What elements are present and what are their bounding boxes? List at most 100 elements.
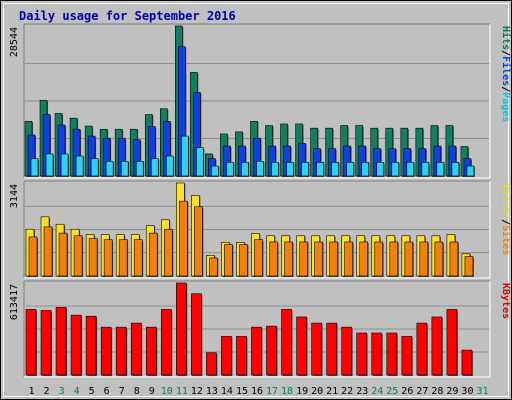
bar-visits-sites-day10	[163, 228, 174, 277]
bar-kbytes-kbytes-day20-body	[311, 322, 322, 376]
x-tick-label: 22	[341, 386, 353, 397]
bar-hits-pages-day4-body	[75, 155, 84, 177]
x-tick-label: 8	[134, 386, 140, 397]
bar-visits-sites-day22-body	[344, 241, 353, 277]
bar-hits-pages-day27	[421, 162, 430, 177]
x-tick-label: 13	[206, 386, 218, 397]
bar-hits-pages-day10-body	[165, 155, 174, 177]
bar-kbytes-kbytes-day9-body	[145, 326, 157, 376]
bar-hits-pages-day13	[211, 165, 220, 177]
panel-visits: 3144 Visits/Sites	[9, 180, 512, 279]
bar-visits-sites-day3-body	[58, 232, 68, 277]
bar-visits-sites-day7	[118, 239, 129, 277]
bar-hits-pages-day19	[301, 162, 310, 177]
bar-hits-pages-day3	[60, 153, 70, 177]
bar-kbytes-kbytes-day24-body	[371, 332, 383, 376]
bar-kbytes-kbytes-day3-body	[55, 307, 67, 376]
bar-visits-sites-day13-body	[209, 257, 218, 277]
bar-visits-sites-day17	[269, 241, 279, 277]
bar-kbytes-kbytes-day19-body	[296, 316, 307, 376]
bar-hits-pages-day12-body	[196, 147, 204, 177]
bar-visits-sites-day15-body	[239, 244, 248, 277]
bar-hits-pages-day21	[331, 162, 340, 177]
bar-kbytes-kbytes-day17-body	[266, 325, 277, 376]
bar-visits-sites-day4-body	[73, 235, 83, 277]
bar-visits-sites-day2-body	[43, 226, 53, 277]
bar-visits-sites-day8	[133, 239, 144, 277]
panel-kbytes-legend: KBytes	[500, 283, 511, 319]
bar-visits-sites-day14-body	[224, 244, 233, 277]
bar-visits-sites-day19-body	[299, 241, 308, 277]
bar-kbytes-kbytes-day21-body	[326, 322, 337, 376]
bar-hits-pages-day3-body	[60, 153, 69, 177]
panel-hits-legend: Hits/Files/Pages	[500, 26, 512, 122]
bar-hits-pages-day1-body	[30, 158, 39, 177]
bar-hits-pages-day23	[361, 162, 370, 177]
bar-hits-pages-day10	[165, 155, 175, 177]
bar-hits-pages-day2	[45, 153, 55, 177]
bar-visits-sites-day11-body	[179, 200, 188, 277]
bar-hits-pages-day17-body	[271, 162, 279, 177]
bar-hits-pages-day1	[30, 158, 39, 177]
bar-visits-sites-day16	[254, 239, 264, 277]
bar-hits-pages-day9-body	[150, 158, 159, 177]
bar-visits-sites-day29	[449, 241, 459, 277]
bar-visits-sites-day17-body	[269, 241, 278, 277]
bar-kbytes-kbytes-day25	[386, 332, 398, 376]
bar-kbytes-kbytes-day14	[221, 336, 233, 376]
panel-kbytes: 613417 KBytes	[9, 280, 511, 378]
x-tick-label: 29	[446, 386, 458, 397]
bar-hits-pages-day9	[150, 158, 160, 177]
bar-kbytes-kbytes-day28-body	[431, 316, 443, 376]
legend-entry: Visits	[500, 183, 512, 219]
bar-kbytes-kbytes-day26-body	[401, 336, 413, 376]
bar-visits-sites-day28	[434, 241, 444, 277]
x-tick-label: 21	[326, 386, 338, 397]
x-axis-labels: 1 2 3 4 5 6 7 8 9 10 11 12 13 14 15 16 17 18 19 20 21 22 23 24 2…	[29, 386, 489, 397]
bar-kbytes-kbytes-day5	[85, 315, 98, 376]
bar-kbytes-kbytes-day6-body	[100, 326, 112, 376]
bar-kbytes-kbytes-day13	[206, 352, 218, 376]
bar-kbytes-kbytes-day20	[311, 322, 323, 376]
bar-hits-pages-day7	[120, 160, 130, 177]
bar-kbytes-kbytes-day18	[281, 309, 293, 376]
x-tick-label: 3	[59, 386, 65, 397]
bar-kbytes-kbytes-day12	[191, 293, 203, 376]
bar-hits-pages-day18-body	[286, 162, 294, 177]
bar-visits-sites-day28-body	[434, 241, 444, 277]
bar-visits-sites-day25	[389, 241, 399, 277]
bar-visits-sites-day18	[284, 241, 294, 277]
bar-kbytes-kbytes-day4-body	[70, 314, 82, 376]
bar-kbytes-kbytes-day1-body	[25, 309, 37, 376]
x-tick-label: 7	[119, 386, 125, 397]
bar-visits-sites-day19	[299, 241, 309, 277]
bar-visits-sites-day2	[43, 226, 54, 277]
bar-kbytes-kbytes-day24	[371, 332, 383, 376]
bar-kbytes-kbytes-day23	[356, 332, 368, 376]
bar-hits-pages-day5	[90, 158, 100, 177]
panel-kbytes-max-label: 613417	[9, 284, 20, 320]
bar-hits-pages-day6-body	[105, 160, 114, 177]
bar-hits-pages-day29-body	[451, 162, 460, 177]
bar-hits-pages-day28	[436, 162, 445, 177]
bar-visits-sites-day27-body	[419, 241, 429, 277]
panel-visits-legend: Visits/Sites	[500, 183, 512, 255]
bar-visits-sites-day5-body	[88, 238, 98, 277]
x-tick-label: 17	[266, 386, 278, 397]
bar-kbytes-kbytes-day11-body	[176, 282, 187, 376]
bar-kbytes-kbytes-day15-body	[236, 336, 247, 376]
bar-kbytes-kbytes-day7-body	[115, 326, 127, 376]
x-tick-label: 25	[386, 386, 398, 397]
bar-kbytes-kbytes-day10	[160, 309, 173, 376]
x-tick-label: 4	[74, 386, 80, 397]
bar-kbytes-kbytes-day17	[266, 325, 278, 376]
bar-visits-sites-day1-body	[28, 236, 38, 277]
bar-hits-pages-day8	[135, 160, 145, 177]
bar-kbytes-kbytes-day10-body	[160, 309, 172, 376]
bar-visits-sites-day16-body	[254, 239, 263, 277]
x-tick-label: 11	[176, 386, 188, 397]
bar-kbytes-kbytes-day28	[431, 316, 443, 376]
bar-hits-pages-day30-body	[466, 165, 475, 177]
bar-visits-sites-day24-body	[374, 241, 384, 277]
